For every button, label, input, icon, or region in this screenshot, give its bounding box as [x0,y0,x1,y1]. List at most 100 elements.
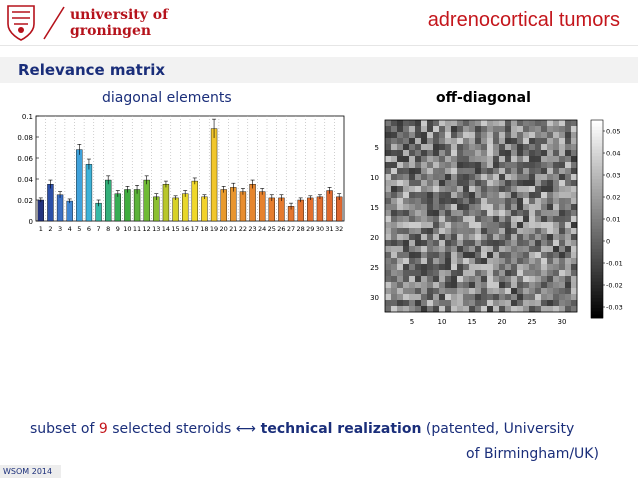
heatmap-cell [451,168,458,175]
heatmap-cell [433,294,440,301]
heatmap-x-tick: 30 [558,318,567,326]
heatmap-cell [523,282,530,289]
heatmap-cell [511,240,518,247]
heatmap-cell [427,156,434,163]
heatmap-cell [439,228,446,235]
heatmap-cell [427,210,434,217]
heatmap-cell [523,300,530,307]
heatmap-cell [475,132,482,139]
heatmap-cell [469,120,476,127]
heatmap-cell [409,228,416,235]
section-band [0,57,638,83]
heatmap-cell [517,210,524,217]
heatmap-cell [391,210,398,217]
heatmap-cell [427,252,434,259]
colorbar-step [591,301,603,306]
heatmap-cell [571,276,578,283]
heatmap-cell [499,264,506,271]
colorbar-step [591,219,603,223]
heatmap-cell [571,126,578,133]
heatmap-cell [403,240,410,247]
heatmap-cell [505,294,512,301]
heatmap-cell [397,150,404,157]
heatmap-cell [487,204,494,211]
heatmap-cell [451,264,458,271]
heatmap-cell [391,216,398,223]
heatmap-cell [439,168,446,175]
heatmap-cell [565,252,572,259]
colorbar-step [591,153,603,157]
heatmap-cell [439,282,446,289]
colorbar-step [591,311,603,316]
heatmap-cell [463,168,470,175]
heatmap-cell [457,228,464,235]
heatmap-cell [451,192,458,199]
heatmap-cell [535,306,542,313]
heatmap-cell [565,132,572,139]
heatmap-cell [511,282,518,289]
heatmap-cell [475,162,482,169]
heatmap-cell [391,276,398,283]
heatmap-cell [559,306,566,313]
heatmap-cell [475,222,482,229]
heatmap-cell [487,198,494,205]
heatmap-cell [403,138,410,145]
university-line-1: university of [70,7,169,23]
heatmap-cell [481,150,488,157]
bar-chart-grid [45,116,335,221]
heatmap-cell [403,186,410,193]
heatmap-cell [469,126,476,133]
colorbar-step [591,225,603,230]
heatmap-cell [427,282,434,289]
heatmap-cell [397,282,404,289]
heatmap-cell [415,282,422,289]
heatmap-cell [421,126,428,133]
heatmap-cell [445,210,452,217]
colorbar-step [591,205,603,210]
heatmap-cell [511,198,518,205]
heatmap-cell [505,252,512,259]
heatmap-cell [403,144,410,151]
heatmap-cell [535,162,542,169]
heatmap-cell [487,294,494,301]
heatmap-cell [517,234,524,241]
heatmap-cell [397,234,404,241]
heatmap-cell [535,168,542,175]
heatmap-cell [385,258,392,265]
heatmap-cell [499,180,506,187]
heatmap-cell [547,216,554,223]
heatmap-cell [517,258,524,265]
heatmap-cell [493,222,500,229]
heatmap-x-tick: 5 [410,318,414,326]
heatmap-cell [487,246,494,253]
heatmap-cell [475,168,482,175]
heatmap-cell [547,132,554,139]
colorbar-tick-label: 0.01 [606,216,620,224]
heatmap-cell [481,252,488,259]
heatmap-cell [451,294,458,301]
heatmap-cell [415,156,422,163]
heatmap-cell [397,228,404,235]
colorbar-step [591,238,603,243]
heatmap-cell [481,258,488,265]
x-tick-label: 25 [268,225,276,233]
heatmap-cell [571,204,578,211]
heatmap-cell [499,132,506,139]
heatmap-cell [499,168,506,175]
heatmap-cell [403,174,410,181]
heatmap-cell [415,240,422,247]
colorbar-step [591,261,603,266]
heatmap-cell [433,234,440,241]
university-name[interactable]: university of groningen [70,7,168,39]
heatmap-cell [391,282,398,289]
heatmap-cell [511,120,518,127]
heatmap-cell [541,144,548,151]
heatmap-cell [541,252,548,259]
heatmap-cell [511,168,518,175]
heatmap-cell [385,204,392,211]
colorbar-step [591,169,603,174]
heatmap-cell [523,270,530,277]
heatmap-cell [571,258,578,265]
heatmap-cell [535,192,542,199]
heatmap-cell [487,306,494,313]
